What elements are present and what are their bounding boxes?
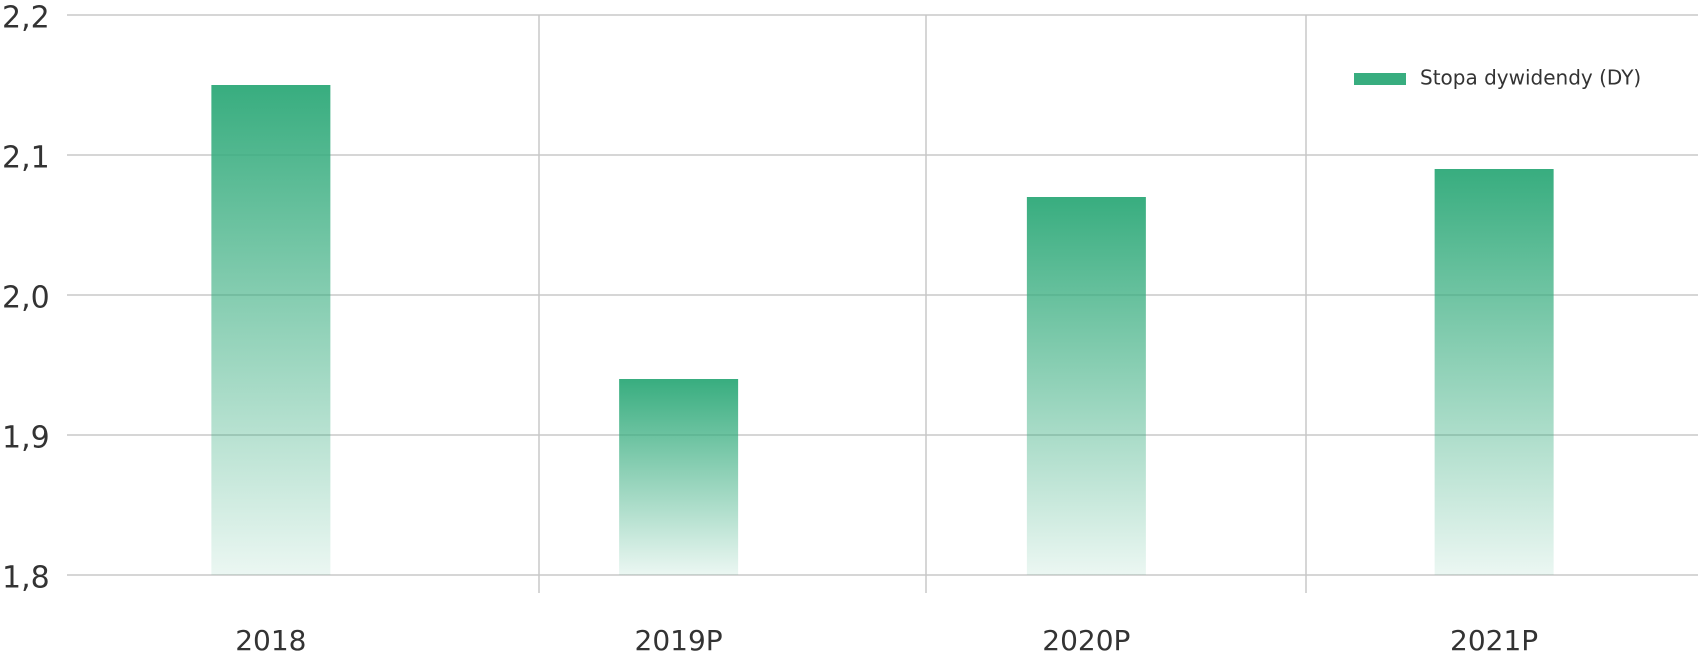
- bar: [619, 379, 739, 575]
- y-tick-label: 1,8: [2, 561, 50, 596]
- bar: [1026, 197, 1146, 575]
- y-tick-label: 2,0: [2, 281, 50, 316]
- x-tick-label: 2019P: [635, 624, 723, 657]
- x-tick-label: 2021P: [1450, 624, 1538, 657]
- y-tick-label: 2,1: [2, 141, 50, 176]
- bar: [1434, 169, 1554, 575]
- y-tick-label: 1,9: [2, 421, 50, 456]
- bar: [211, 85, 331, 575]
- x-tick-label: 2020P: [1042, 624, 1130, 657]
- y-tick-label: 2,2: [2, 1, 50, 36]
- legend-swatch: [1354, 73, 1406, 85]
- x-tick-label: 2018: [235, 624, 306, 657]
- legend-label: Stopa dywidendy (DY): [1420, 66, 1641, 90]
